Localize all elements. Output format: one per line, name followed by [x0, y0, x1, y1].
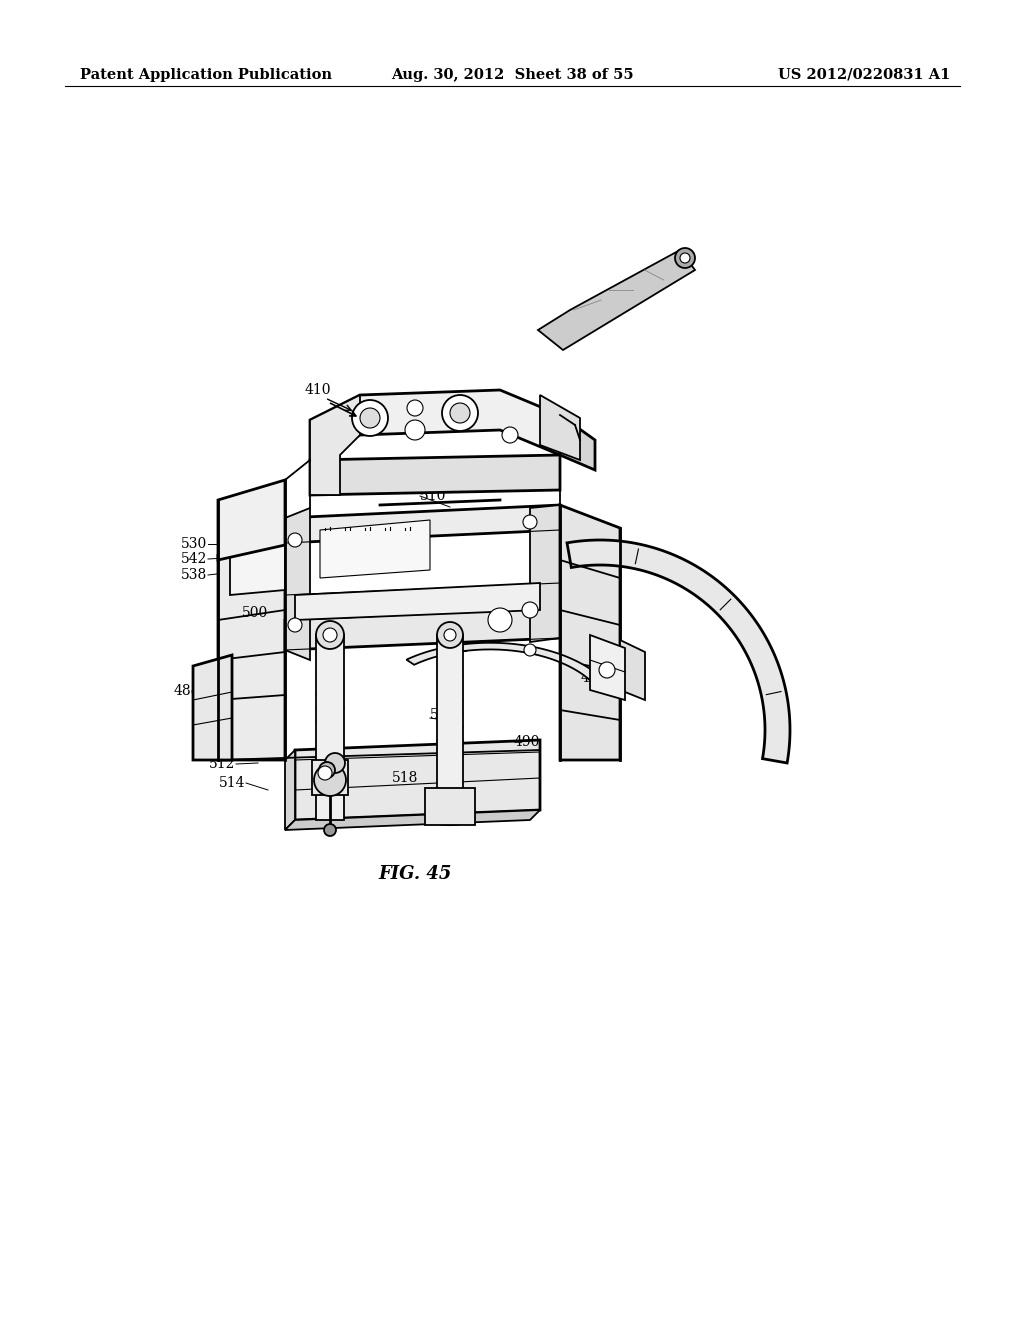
Text: FIG. 45: FIG. 45	[378, 865, 452, 883]
Circle shape	[502, 426, 518, 444]
Polygon shape	[295, 741, 540, 820]
Polygon shape	[218, 480, 285, 560]
Text: US 2012/0220831 A1: US 2012/0220831 A1	[777, 69, 950, 82]
Text: 512: 512	[209, 756, 234, 771]
Polygon shape	[218, 531, 285, 760]
Circle shape	[488, 609, 512, 632]
Text: 520: 520	[378, 605, 404, 619]
Circle shape	[324, 824, 336, 836]
Text: 480: 480	[202, 741, 228, 755]
Circle shape	[450, 403, 470, 422]
Polygon shape	[310, 395, 360, 495]
Polygon shape	[620, 640, 645, 700]
Circle shape	[444, 630, 456, 642]
Text: 522: 522	[430, 708, 457, 722]
Text: 410: 410	[305, 383, 332, 397]
Polygon shape	[437, 635, 463, 820]
Text: 518: 518	[392, 771, 419, 785]
Circle shape	[318, 766, 332, 780]
Polygon shape	[538, 249, 695, 350]
Text: 514: 514	[218, 776, 245, 789]
Circle shape	[288, 533, 302, 546]
Polygon shape	[312, 760, 348, 795]
Circle shape	[323, 628, 337, 642]
Text: 522: 522	[443, 642, 469, 655]
Circle shape	[316, 620, 344, 649]
Polygon shape	[540, 395, 580, 459]
Polygon shape	[319, 520, 430, 578]
Polygon shape	[285, 508, 310, 660]
Circle shape	[523, 515, 537, 529]
Polygon shape	[230, 517, 285, 595]
Circle shape	[319, 762, 335, 777]
Circle shape	[288, 618, 302, 632]
Circle shape	[442, 395, 478, 432]
Circle shape	[599, 663, 615, 678]
Polygon shape	[560, 506, 620, 760]
Text: 542: 542	[180, 552, 207, 566]
Polygon shape	[310, 455, 560, 495]
Circle shape	[325, 752, 345, 774]
Circle shape	[437, 622, 463, 648]
Circle shape	[407, 400, 423, 416]
Text: 500: 500	[242, 606, 268, 620]
Polygon shape	[425, 788, 475, 825]
Text: 488: 488	[174, 684, 200, 698]
Polygon shape	[567, 540, 790, 763]
Polygon shape	[590, 635, 625, 700]
Polygon shape	[295, 583, 540, 620]
Text: 490: 490	[514, 735, 541, 748]
Circle shape	[314, 764, 346, 796]
Polygon shape	[316, 635, 344, 820]
Polygon shape	[285, 750, 295, 830]
Circle shape	[675, 248, 695, 268]
Circle shape	[524, 644, 536, 656]
Polygon shape	[285, 810, 540, 830]
Circle shape	[406, 420, 425, 440]
Text: Aug. 30, 2012  Sheet 38 of 55: Aug. 30, 2012 Sheet 38 of 55	[391, 69, 633, 82]
Text: 530: 530	[181, 537, 207, 550]
Polygon shape	[310, 389, 560, 459]
Polygon shape	[193, 655, 232, 760]
Polygon shape	[285, 607, 560, 649]
Circle shape	[522, 602, 538, 618]
Polygon shape	[530, 506, 560, 642]
Polygon shape	[407, 643, 602, 682]
Text: 536: 536	[601, 649, 628, 663]
Text: 402: 402	[568, 315, 594, 329]
Text: Patent Application Publication: Patent Application Publication	[80, 69, 332, 82]
Text: 510: 510	[420, 488, 446, 503]
Polygon shape	[285, 506, 560, 543]
Circle shape	[352, 400, 388, 436]
Circle shape	[360, 408, 380, 428]
Circle shape	[680, 253, 690, 263]
Polygon shape	[560, 414, 595, 470]
Text: 486: 486	[581, 671, 607, 685]
Text: 538: 538	[181, 568, 207, 582]
